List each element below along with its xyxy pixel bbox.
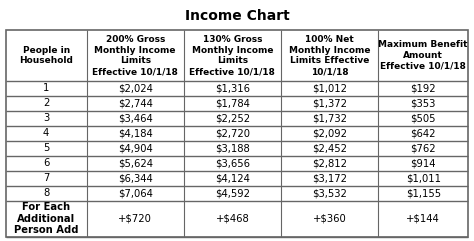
Text: $505: $505 [410, 113, 436, 123]
Text: 130% Gross
Monthly Income
Limits
Effective 10/1/18: 130% Gross Monthly Income Limits Effecti… [190, 35, 275, 76]
Text: $3,656: $3,656 [215, 158, 250, 168]
Text: 3: 3 [43, 113, 49, 123]
Text: $1,372: $1,372 [312, 98, 347, 108]
Text: $914: $914 [410, 158, 436, 168]
Text: 100% Net
Monthly Income
Limits Effective
10/1/18: 100% Net Monthly Income Limits Effective… [289, 35, 370, 76]
Bar [6, 30, 468, 237]
Text: +$468: +$468 [216, 214, 249, 224]
Text: $1,732: $1,732 [312, 113, 347, 123]
Text: 2: 2 [43, 98, 49, 108]
Text: $3,532: $3,532 [312, 188, 347, 198]
Text: Maximum Benefit
Amount
Effective 10/1/18: Maximum Benefit Amount Effective 10/1/18 [378, 40, 468, 71]
Text: $192: $192 [410, 83, 436, 93]
Text: $2,720: $2,720 [215, 128, 250, 138]
Text: $1,012: $1,012 [312, 83, 347, 93]
Text: $1,011: $1,011 [406, 173, 441, 183]
Text: $2,024: $2,024 [118, 83, 153, 93]
Text: $4,904: $4,904 [118, 143, 153, 153]
Text: Income Chart: Income Chart [185, 9, 289, 23]
Text: $7,064: $7,064 [118, 188, 153, 198]
Text: $3,464: $3,464 [118, 113, 153, 123]
Text: 7: 7 [43, 173, 49, 183]
Text: $2,092: $2,092 [312, 128, 347, 138]
Text: $2,452: $2,452 [312, 143, 347, 153]
Text: $1,316: $1,316 [215, 83, 250, 93]
Bar [6, 30, 468, 237]
Text: +$360: +$360 [313, 214, 346, 224]
Text: 8: 8 [43, 188, 49, 198]
Text: 4: 4 [43, 128, 49, 138]
Text: $2,812: $2,812 [312, 158, 347, 168]
Text: 200% Gross
Monthly Income
Limits
Effective 10/1/18: 200% Gross Monthly Income Limits Effecti… [92, 35, 178, 76]
Text: $3,188: $3,188 [215, 143, 250, 153]
Text: $6,344: $6,344 [118, 173, 153, 183]
Text: $762: $762 [410, 143, 436, 153]
Text: $353: $353 [410, 98, 436, 108]
Text: $1,155: $1,155 [406, 188, 441, 198]
Text: $2,744: $2,744 [118, 98, 153, 108]
Text: 1: 1 [43, 83, 49, 93]
Text: $3,172: $3,172 [312, 173, 347, 183]
Text: $1,784: $1,784 [215, 98, 250, 108]
Text: $4,184: $4,184 [118, 128, 153, 138]
Text: $5,624: $5,624 [118, 158, 153, 168]
Text: $642: $642 [410, 128, 436, 138]
Text: $2,252: $2,252 [215, 113, 250, 123]
Text: 6: 6 [43, 158, 49, 168]
Text: $4,592: $4,592 [215, 188, 250, 198]
Text: +$720: +$720 [118, 214, 152, 224]
Text: +$144: +$144 [406, 214, 440, 224]
Text: People in
Household: People in Household [19, 46, 73, 65]
Text: $4,124: $4,124 [215, 173, 250, 183]
Text: For Each
Additional
Person Add: For Each Additional Person Add [14, 202, 78, 235]
Text: 5: 5 [43, 143, 49, 153]
